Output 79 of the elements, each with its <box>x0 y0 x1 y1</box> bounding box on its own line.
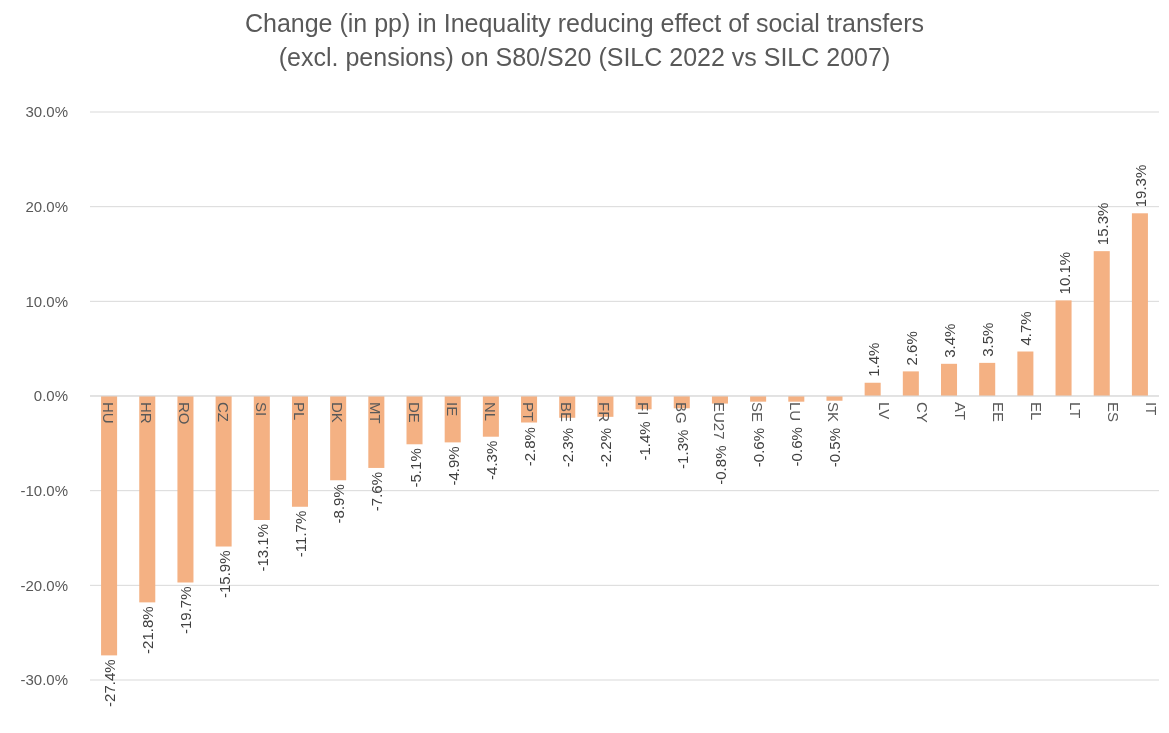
data-label: 1.4% <box>864 342 882 377</box>
data-label: -1.4% <box>635 421 653 461</box>
data-label: -27.4% <box>101 659 119 707</box>
bar <box>1131 213 1148 396</box>
data-label: -2.2% <box>597 428 615 468</box>
x-tick-label: PT <box>520 402 538 422</box>
data-label: 15.3% <box>1093 202 1111 246</box>
x-tick-label: EE <box>990 402 1008 423</box>
y-tick-label: 10.0% <box>25 292 68 310</box>
y-tick-label: -10.0% <box>20 481 68 499</box>
data-label: -2.3% <box>559 428 577 468</box>
x-tick-label: EL <box>1028 402 1046 421</box>
x-tick-label: IE <box>443 402 461 417</box>
data-label: -5.1% <box>406 448 424 488</box>
data-label: -19.7% <box>177 586 195 635</box>
x-tick-label: MT <box>367 402 385 424</box>
y-tick-label: 20.0% <box>25 197 68 215</box>
data-label: 3.4% <box>941 323 959 358</box>
chart-title: Change (in pp) in Inequality reducing effect of social transfers (excl. pensions) on S80/S20 (SILC 2022 vs SILC 2007) <box>244 9 925 71</box>
bar <box>330 396 347 481</box>
x-tick-label: HR <box>138 402 156 424</box>
bar <box>864 382 881 396</box>
data-label: -8.9% <box>330 484 348 524</box>
x-tick-label: DE <box>405 402 423 423</box>
data-label: -7.6% <box>368 471 386 512</box>
bar <box>101 396 118 656</box>
bar <box>139 396 156 603</box>
x-tick-label: LV <box>875 402 893 420</box>
data-label: -11.7% <box>291 510 309 558</box>
bar <box>1055 300 1072 396</box>
x-tick-label: BE <box>558 402 576 423</box>
data-label: -0.6% <box>750 428 768 468</box>
x-tick-label: IT <box>1142 402 1160 416</box>
x-tick-label: DK <box>329 402 347 423</box>
y-tick-label: -30.0% <box>20 671 68 689</box>
x-tick-label: SE <box>749 402 767 423</box>
bar <box>902 371 919 396</box>
x-tick-label: RO <box>176 402 194 425</box>
data-label: -0.8% <box>711 445 729 485</box>
bar <box>215 396 232 547</box>
x-tick-label: FI <box>634 402 652 416</box>
x-tick-label: CY <box>913 402 931 423</box>
x-tick-label: FR <box>596 402 614 423</box>
x-tick-label: EU27 <box>710 402 728 440</box>
bar <box>177 396 194 583</box>
bar <box>253 396 270 521</box>
bar <box>291 396 308 507</box>
data-label: -0.5% <box>826 428 844 468</box>
data-label: -13.1% <box>253 524 271 572</box>
x-tick-label: ES <box>1104 402 1122 423</box>
x-tick-label: SK <box>825 402 843 423</box>
bar <box>979 362 996 396</box>
data-label: -21.8% <box>139 606 157 654</box>
data-label: 10.1% <box>1055 251 1073 295</box>
data-label: -0.6% <box>788 427 806 467</box>
bar <box>941 363 958 396</box>
x-tick-label: PL <box>290 402 308 421</box>
x-tick-label: LT <box>1066 402 1084 419</box>
x-tick-label: BG <box>672 402 690 424</box>
x-tick-label: SI <box>252 402 270 417</box>
data-label: 2.6% <box>902 331 920 366</box>
x-tick-label: HU <box>100 402 118 424</box>
data-label: 19.3% <box>1131 164 1149 208</box>
y-tick-label: 30.0% <box>25 103 68 121</box>
data-label: 3.5% <box>979 322 997 357</box>
x-tick-label: LU <box>787 402 805 422</box>
data-label: -1.3% <box>673 429 691 469</box>
bar <box>1093 251 1110 396</box>
x-tick-label: CZ <box>214 402 232 422</box>
data-label: -4.3% <box>482 440 500 480</box>
x-tick-label: NL <box>481 402 499 422</box>
y-tick-label: -20.0% <box>20 576 68 594</box>
y-tick-label: 0.0% <box>33 387 68 405</box>
data-label: -4.9% <box>444 446 462 486</box>
x-tick-label: AT <box>952 402 970 421</box>
data-label: 4.7% <box>1017 311 1035 346</box>
bar <box>1017 351 1034 396</box>
data-label: -2.8% <box>521 427 539 467</box>
data-label: -15.9% <box>215 550 233 599</box>
